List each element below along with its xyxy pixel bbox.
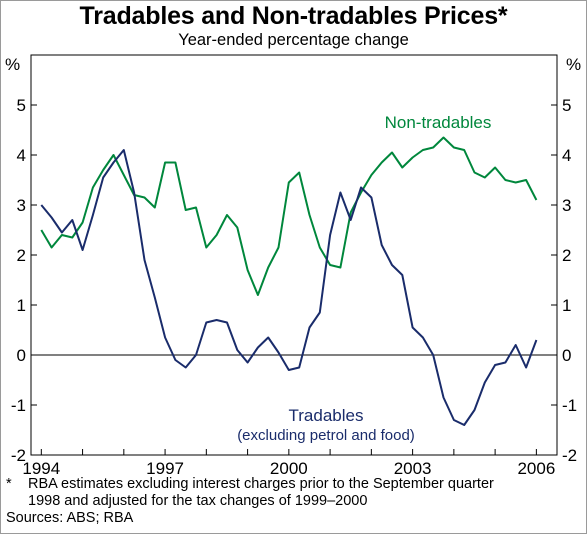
left-unit-label: % xyxy=(5,55,21,74)
x-tick-label: 1994 xyxy=(22,459,60,478)
series-line-non-tradables xyxy=(40,136,538,296)
y-tick-label-left: 1 xyxy=(17,296,26,315)
series-line-tradables xyxy=(40,149,538,426)
y-tick-label-right: 1 xyxy=(562,296,571,315)
y-tick-label-right: 0 xyxy=(562,346,571,365)
chart-title: Tradables and Non-tradables Prices* xyxy=(79,2,508,30)
right-unit-label: % xyxy=(566,55,582,74)
y-tick-label-left: -2 xyxy=(11,446,26,465)
footnote-line-1: RBA estimates excluding interest charges… xyxy=(28,476,494,492)
y-tick-label-right: 3 xyxy=(562,196,571,215)
y-tick-label-left: 2 xyxy=(17,246,26,265)
y-tick-label-left: 5 xyxy=(17,96,26,115)
y-tick-label-left: -1 xyxy=(11,396,26,415)
y-tick-label-right: -2 xyxy=(562,446,577,465)
y-tick-label-right: 5 xyxy=(562,96,571,115)
y-tick-label-right: 4 xyxy=(562,146,571,165)
x-tick-label: 2000 xyxy=(270,459,308,478)
chart-subtitle: Year-ended percentage change xyxy=(178,31,409,49)
footnote: * RBA estimates excluding interest charge… xyxy=(6,476,494,527)
footnote-marker: * xyxy=(6,476,12,492)
x-tick-label: 2003 xyxy=(394,459,432,478)
tradables-label: Tradables xyxy=(289,406,364,425)
non-tradables-label: Non-tradables xyxy=(385,113,492,132)
y-tick-label-left: 3 xyxy=(17,196,26,215)
y-tick-label-right: 2 xyxy=(562,246,571,265)
sources-note: Sources: ABS; RBA xyxy=(6,510,134,526)
footnote-line-2: 1998 and adjusted for the tax changes of… xyxy=(28,493,368,509)
x-tick-label: 2006 xyxy=(517,459,555,478)
y-tick-label-right: -1 xyxy=(562,396,577,415)
x-tick-label: 1997 xyxy=(146,459,184,478)
tradables-sublabel: (excluding petrol and food) xyxy=(237,427,415,444)
y-tick-label-left: 0 xyxy=(17,346,26,365)
y-tick-label-left: 4 xyxy=(17,146,26,165)
